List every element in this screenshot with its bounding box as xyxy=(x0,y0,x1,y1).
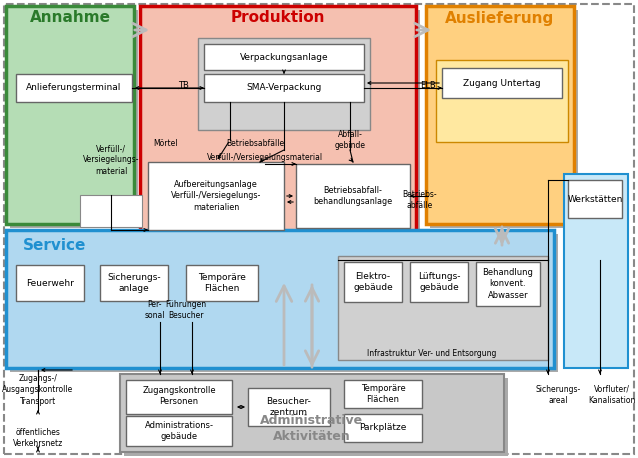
Text: Elektro-
gebäude: Elektro- gebäude xyxy=(353,272,393,292)
Bar xyxy=(296,164,410,228)
Text: Zugangs-/
Ausgangskontrolle
Transport: Zugangs-/ Ausgangskontrolle Transport xyxy=(3,374,73,406)
Text: Temporäre
Flächen: Temporäre Flächen xyxy=(360,384,405,404)
Bar xyxy=(426,6,574,224)
Text: Sicherungs-
areal: Sicherungs- areal xyxy=(535,385,581,405)
Bar xyxy=(16,74,132,102)
Text: Verpackungsanlage: Verpackungsanlage xyxy=(240,53,329,61)
Text: Administrations-
gebäude: Administrations- gebäude xyxy=(144,421,214,441)
Bar xyxy=(148,162,284,230)
Text: Betriebsabfall-
behandlungsanlage: Betriebsabfall- behandlungsanlage xyxy=(313,186,392,206)
Bar xyxy=(144,10,420,278)
Bar xyxy=(344,414,422,442)
Bar xyxy=(564,174,628,368)
Bar xyxy=(338,256,548,360)
Text: Behandlung
konvent.
Abwasser: Behandlung konvent. Abwasser xyxy=(482,268,533,300)
Text: Service: Service xyxy=(24,239,87,253)
Bar xyxy=(10,10,138,228)
Bar xyxy=(124,378,508,456)
Text: Lüftungs-
gebäude: Lüftungs- gebäude xyxy=(418,272,460,292)
Text: ELB: ELB xyxy=(420,81,436,89)
Text: Vorfluter/
Kanalisation: Vorfluter/ Kanalisation xyxy=(588,385,635,405)
Text: Per-
sonal: Per- sonal xyxy=(145,300,165,320)
Bar xyxy=(344,262,402,302)
Text: Betriebsabfälle: Betriebsabfälle xyxy=(226,138,284,147)
Bar xyxy=(120,374,504,452)
Text: Parkplätze: Parkplätze xyxy=(359,424,406,432)
Text: Administrative
Aktivitäten: Administrative Aktivitäten xyxy=(260,414,364,442)
Text: Anlieferungsterminal: Anlieferungsterminal xyxy=(26,83,122,93)
Bar xyxy=(6,230,554,368)
Text: Temporäre
Flächen: Temporäre Flächen xyxy=(198,273,246,293)
Text: Besucher-
zentrum: Besucher- zentrum xyxy=(267,397,311,417)
Text: Mörtel: Mörtel xyxy=(154,138,178,147)
Text: öffentliches
Verkehrsnetz: öffentliches Verkehrsnetz xyxy=(13,428,63,448)
Bar xyxy=(344,380,422,408)
Bar xyxy=(140,6,416,274)
Text: Produktion: Produktion xyxy=(231,11,325,26)
Bar xyxy=(10,234,558,372)
Text: Feuerwehr: Feuerwehr xyxy=(26,278,74,288)
Bar xyxy=(436,60,568,142)
Text: Verfüll-/
Versiegelungs-
material: Verfüll-/ Versiegelungs- material xyxy=(83,144,139,175)
Bar xyxy=(442,68,562,98)
Bar xyxy=(16,265,84,301)
Text: Führungen
Besucher: Führungen Besucher xyxy=(165,300,207,320)
Text: Sicherungs-
anlage: Sicherungs- anlage xyxy=(107,273,161,293)
Bar xyxy=(100,265,168,301)
Text: Zugangskontrolle
Personen: Zugangskontrolle Personen xyxy=(142,386,216,406)
Bar xyxy=(410,262,468,302)
Text: Verfüll-/Versiegelungsmaterial: Verfüll-/Versiegelungsmaterial xyxy=(207,153,323,162)
Bar xyxy=(198,38,370,130)
Text: Betriebs-
abfälle: Betriebs- abfälle xyxy=(403,190,437,210)
Bar xyxy=(248,388,330,426)
Bar xyxy=(80,195,142,227)
Bar xyxy=(568,180,622,218)
Text: Zugang Untertag: Zugang Untertag xyxy=(463,78,541,87)
Bar xyxy=(186,265,258,301)
Bar xyxy=(204,74,364,102)
Bar xyxy=(430,10,578,228)
Bar xyxy=(476,262,540,306)
Bar xyxy=(204,44,364,70)
Text: Abfall-
gebinde: Abfall- gebinde xyxy=(334,130,366,150)
Text: Annahme: Annahme xyxy=(29,11,110,26)
Text: Aufbereitungsanlage
Verfüll-/Versiegelungs-
materialien: Aufbereitungsanlage Verfüll-/Versiegelun… xyxy=(171,180,261,212)
Text: Werkstätten: Werkstätten xyxy=(567,195,623,203)
Bar xyxy=(126,380,232,414)
Bar xyxy=(6,6,134,224)
Text: SMA-Verpackung: SMA-Verpackung xyxy=(246,83,322,93)
Text: TB: TB xyxy=(178,81,189,89)
Text: Infrastruktur Ver- und Entsorgung: Infrastruktur Ver- und Entsorgung xyxy=(367,349,497,359)
Bar xyxy=(126,416,232,446)
Text: Auslieferung: Auslieferung xyxy=(445,11,554,26)
